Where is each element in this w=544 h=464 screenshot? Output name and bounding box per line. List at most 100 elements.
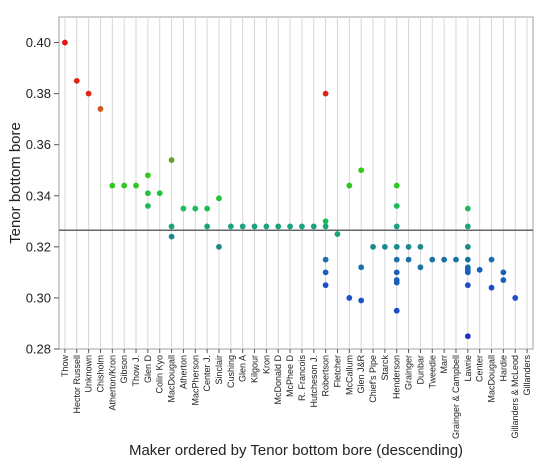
data-point xyxy=(393,182,400,189)
data-point xyxy=(168,233,175,240)
plot-area xyxy=(58,16,534,350)
data-point xyxy=(393,279,400,286)
data-point xyxy=(500,277,507,283)
x-tick-label: Gillanders xyxy=(522,355,532,396)
data-point xyxy=(204,223,211,230)
data-point xyxy=(358,264,365,271)
x-tick-label: McPhee D xyxy=(285,355,295,398)
x-tick-label: Grainger & Campbell xyxy=(451,355,461,439)
data-point xyxy=(464,269,471,276)
data-point xyxy=(85,90,92,97)
y-tick-label: 0.36 xyxy=(26,137,51,152)
data-point xyxy=(216,195,222,202)
data-point xyxy=(464,205,471,212)
x-tick-label: Hutcheson J. xyxy=(309,355,319,408)
data-point xyxy=(299,223,305,230)
x-tick-label: Hardie xyxy=(498,355,508,382)
x-tick-label: Henderson xyxy=(392,355,402,399)
data-point xyxy=(287,223,293,230)
data-point xyxy=(204,205,211,212)
data-point xyxy=(144,203,151,209)
x-tick-label: Atherton xyxy=(178,355,188,389)
data-point xyxy=(393,243,400,250)
data-point xyxy=(429,256,436,263)
data-point xyxy=(370,243,376,250)
x-tick-label: R. Francois xyxy=(297,355,307,402)
x-tick-label: Fletcher xyxy=(332,355,342,388)
data-point xyxy=(192,205,199,212)
data-point xyxy=(464,282,471,289)
data-point xyxy=(500,269,507,276)
y-tick-label: 0.32 xyxy=(26,239,51,254)
data-point xyxy=(109,182,116,189)
x-tick-label: McCallum xyxy=(344,355,354,395)
data-point xyxy=(322,256,329,263)
data-point xyxy=(405,256,412,263)
data-point xyxy=(346,295,353,301)
data-point xyxy=(263,223,270,230)
data-point xyxy=(216,243,222,250)
data-point xyxy=(322,90,329,97)
data-point xyxy=(168,223,175,230)
data-point xyxy=(512,295,519,301)
data-point xyxy=(488,256,495,263)
data-point xyxy=(417,243,424,250)
x-tick-label: Center J. xyxy=(202,355,212,392)
data-point xyxy=(180,205,187,212)
x-tick-label: Center xyxy=(475,355,485,382)
data-point xyxy=(358,297,365,304)
x-tick-label: MacDougall xyxy=(167,355,177,403)
x-tick-label: MacDougall xyxy=(487,355,497,403)
data-point xyxy=(97,106,104,112)
x-tick-label: Glen J&R xyxy=(356,355,366,394)
y-axis-title: Tenor bottom bore xyxy=(7,122,24,244)
y-tick-label: 0.38 xyxy=(26,86,51,101)
data-point xyxy=(62,39,68,46)
data-point xyxy=(464,223,471,230)
data-point xyxy=(393,307,400,314)
x-tick-label: Colin Kyo xyxy=(155,355,165,394)
data-point xyxy=(239,223,246,230)
data-point xyxy=(393,223,400,230)
data-point xyxy=(346,182,353,189)
x-tick-label: Thow xyxy=(60,355,70,378)
data-point xyxy=(144,190,151,197)
data-point xyxy=(227,223,234,230)
x-tick-label: Kron xyxy=(261,355,271,374)
data-point xyxy=(168,157,175,163)
x-tick-label: Lawrie xyxy=(463,355,473,382)
x-axis-ticks: Thow Hector Russell Unknown Chisholm Atherto… xyxy=(60,349,532,439)
data-point xyxy=(464,243,471,250)
x-tick-label: Marr xyxy=(439,355,449,374)
data-point xyxy=(322,282,329,289)
x-tick-label: Dunbar xyxy=(415,355,425,385)
data-point xyxy=(133,182,139,189)
data-point xyxy=(405,243,412,250)
y-tick-label: 0.40 xyxy=(26,35,51,50)
x-tick-label: Robertson xyxy=(321,355,331,397)
data-point xyxy=(393,203,400,209)
data-point xyxy=(393,269,400,276)
x-tick-label: Unknown xyxy=(84,355,94,393)
data-point xyxy=(393,256,400,263)
data-point xyxy=(310,223,317,230)
x-tick-label: Cushing xyxy=(226,355,236,388)
x-tick-label: Sinclair xyxy=(214,355,224,385)
x-axis-title: Maker ordered by Tenor bottom bore (desc… xyxy=(129,442,463,459)
x-tick-label: McDonald D xyxy=(273,355,283,405)
x-tick-label: Glen A xyxy=(238,355,248,382)
x-tick-label: Grainger xyxy=(404,355,414,390)
data-point xyxy=(441,256,448,263)
x-tick-label: Tweedie xyxy=(427,355,437,389)
data-point xyxy=(334,231,341,237)
x-tick-label: Kilgour xyxy=(250,355,260,383)
x-tick-label: Starck xyxy=(380,355,390,381)
x-tick-label: Gillanders & McLeod xyxy=(510,355,520,439)
y-tick-label: 0.34 xyxy=(26,188,51,203)
data-point xyxy=(275,223,282,230)
data-point xyxy=(417,264,424,271)
data-point xyxy=(358,167,365,174)
data-point xyxy=(144,172,151,179)
data-point xyxy=(381,243,388,250)
y-tick-label: 0.28 xyxy=(26,342,51,357)
